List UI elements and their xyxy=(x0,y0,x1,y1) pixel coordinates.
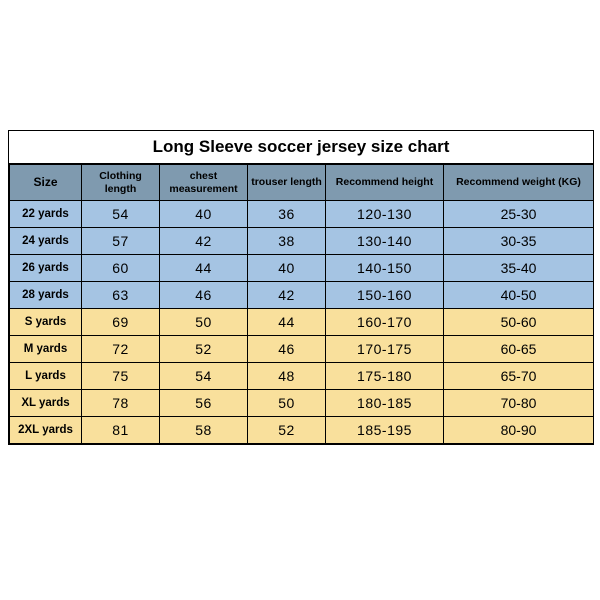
value-cell: 70-80 xyxy=(444,390,594,417)
value-cell: 50 xyxy=(160,309,248,336)
size-cell: 26 yards xyxy=(10,255,82,282)
column-header: chest measurement xyxy=(160,165,248,201)
value-cell: 130-140 xyxy=(326,228,444,255)
value-cell: 35-40 xyxy=(444,255,594,282)
value-cell: 180-185 xyxy=(326,390,444,417)
value-cell: 44 xyxy=(248,309,326,336)
size-cell: XL yards xyxy=(10,390,82,417)
value-cell: 50 xyxy=(248,390,326,417)
table-row: L yards755448175-18065-70 xyxy=(10,363,594,390)
value-cell: 42 xyxy=(160,228,248,255)
column-header: Clothing length xyxy=(82,165,160,201)
value-cell: 25-30 xyxy=(444,201,594,228)
table-row: 24 yards574238130-14030-35 xyxy=(10,228,594,255)
value-cell: 42 xyxy=(248,282,326,309)
column-header: trouser length xyxy=(248,165,326,201)
value-cell: 46 xyxy=(248,336,326,363)
value-cell: 40 xyxy=(248,255,326,282)
value-cell: 160-170 xyxy=(326,309,444,336)
table-row: M yards725246170-17560-65 xyxy=(10,336,594,363)
value-cell: 75 xyxy=(82,363,160,390)
size-cell: L yards xyxy=(10,363,82,390)
column-header: Recommend weight (KG) xyxy=(444,165,594,201)
chart-title: Long Sleeve soccer jersey size chart xyxy=(9,131,593,164)
value-cell: 63 xyxy=(82,282,160,309)
value-cell: 58 xyxy=(160,417,248,444)
value-cell: 52 xyxy=(248,417,326,444)
value-cell: 60-65 xyxy=(444,336,594,363)
value-cell: 140-150 xyxy=(326,255,444,282)
size-chart: Long Sleeve soccer jersey size chart Siz… xyxy=(8,130,594,445)
size-cell: M yards xyxy=(10,336,82,363)
value-cell: 50-60 xyxy=(444,309,594,336)
table-row: S yards695044160-17050-60 xyxy=(10,309,594,336)
value-cell: 38 xyxy=(248,228,326,255)
value-cell: 54 xyxy=(82,201,160,228)
table-row: 2XL yards815852185-19580-90 xyxy=(10,417,594,444)
table-row: 22 yards544036120-13025-30 xyxy=(10,201,594,228)
value-cell: 78 xyxy=(82,390,160,417)
table-row: 28 yards634642150-16040-50 xyxy=(10,282,594,309)
value-cell: 52 xyxy=(160,336,248,363)
value-cell: 69 xyxy=(82,309,160,336)
value-cell: 40 xyxy=(160,201,248,228)
size-cell: 24 yards xyxy=(10,228,82,255)
value-cell: 30-35 xyxy=(444,228,594,255)
size-cell: S yards xyxy=(10,309,82,336)
value-cell: 60 xyxy=(82,255,160,282)
value-cell: 56 xyxy=(160,390,248,417)
table-row: 26 yards604440140-15035-40 xyxy=(10,255,594,282)
canvas: Long Sleeve soccer jersey size chart Siz… xyxy=(0,0,600,600)
value-cell: 150-160 xyxy=(326,282,444,309)
value-cell: 40-50 xyxy=(444,282,594,309)
size-cell: 2XL yards xyxy=(10,417,82,444)
value-cell: 48 xyxy=(248,363,326,390)
value-cell: 80-90 xyxy=(444,417,594,444)
value-cell: 65-70 xyxy=(444,363,594,390)
value-cell: 72 xyxy=(82,336,160,363)
value-cell: 36 xyxy=(248,201,326,228)
column-header: Recommend height xyxy=(326,165,444,201)
value-cell: 46 xyxy=(160,282,248,309)
value-cell: 57 xyxy=(82,228,160,255)
value-cell: 81 xyxy=(82,417,160,444)
size-table: SizeClothing lengthchest measurementtrou… xyxy=(9,164,594,444)
value-cell: 54 xyxy=(160,363,248,390)
column-header: Size xyxy=(10,165,82,201)
size-cell: 28 yards xyxy=(10,282,82,309)
value-cell: 44 xyxy=(160,255,248,282)
value-cell: 120-130 xyxy=(326,201,444,228)
value-cell: 170-175 xyxy=(326,336,444,363)
table-header-row: SizeClothing lengthchest measurementtrou… xyxy=(10,165,594,201)
value-cell: 185-195 xyxy=(326,417,444,444)
value-cell: 175-180 xyxy=(326,363,444,390)
size-cell: 22 yards xyxy=(10,201,82,228)
table-row: XL yards785650180-18570-80 xyxy=(10,390,594,417)
